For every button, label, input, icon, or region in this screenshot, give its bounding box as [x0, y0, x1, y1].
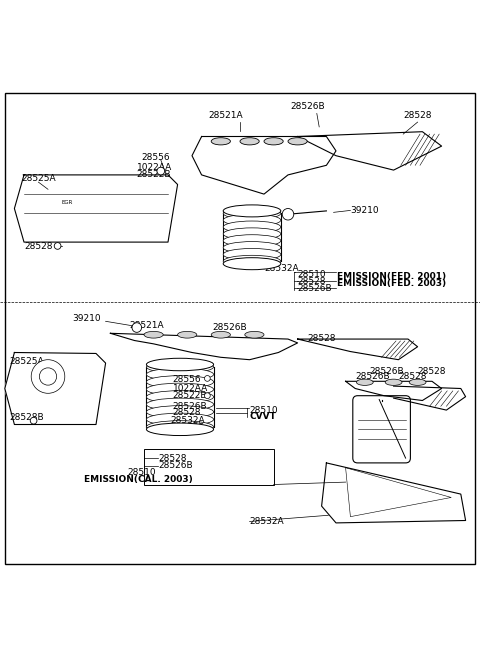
Polygon shape: [5, 353, 106, 424]
Ellipse shape: [240, 138, 259, 145]
Text: 28528: 28528: [403, 111, 432, 120]
Text: 28522B: 28522B: [173, 391, 207, 400]
Circle shape: [204, 393, 210, 399]
Text: 28510: 28510: [250, 405, 278, 415]
Ellipse shape: [223, 228, 281, 240]
Text: 28556: 28556: [142, 153, 170, 162]
Ellipse shape: [223, 214, 281, 226]
Circle shape: [157, 168, 165, 175]
Text: 28526B: 28526B: [173, 402, 207, 411]
Ellipse shape: [245, 331, 264, 338]
Text: 28526B: 28526B: [355, 372, 390, 381]
Text: 28521A: 28521A: [208, 111, 243, 120]
Text: 28528: 28528: [158, 453, 187, 463]
Text: EGR: EGR: [61, 200, 73, 205]
Text: 28532A: 28532A: [264, 265, 299, 273]
Ellipse shape: [264, 138, 283, 145]
Polygon shape: [322, 463, 466, 523]
Text: EMISSION(FED. 2001): EMISSION(FED. 2001): [337, 272, 446, 281]
Text: 28532A: 28532A: [250, 517, 284, 526]
Ellipse shape: [223, 221, 281, 233]
Circle shape: [204, 376, 210, 381]
Text: CVVT: CVVT: [250, 413, 276, 421]
Text: 28532F: 28532F: [170, 423, 204, 432]
Ellipse shape: [146, 420, 214, 433]
Text: 28510: 28510: [127, 468, 156, 477]
Ellipse shape: [385, 379, 402, 386]
Circle shape: [39, 368, 57, 385]
Ellipse shape: [356, 379, 373, 386]
Ellipse shape: [223, 256, 281, 267]
Text: EMISSION(FED. 2003): EMISSION(FED. 2003): [337, 279, 446, 288]
Polygon shape: [298, 339, 418, 359]
Text: 28521A: 28521A: [129, 321, 164, 330]
Text: 39210: 39210: [350, 206, 379, 215]
Ellipse shape: [211, 331, 230, 338]
Text: 28525A: 28525A: [10, 357, 44, 366]
Text: 28525A: 28525A: [21, 174, 56, 183]
Polygon shape: [346, 381, 442, 401]
Text: 28528: 28528: [418, 367, 446, 376]
Ellipse shape: [144, 331, 163, 338]
Ellipse shape: [288, 138, 307, 145]
Ellipse shape: [178, 331, 197, 338]
Ellipse shape: [146, 398, 214, 411]
Polygon shape: [110, 333, 298, 359]
Ellipse shape: [211, 138, 230, 145]
Ellipse shape: [146, 391, 214, 403]
Text: 28526B: 28526B: [370, 367, 404, 376]
Text: 28526B: 28526B: [290, 102, 324, 111]
Ellipse shape: [223, 248, 281, 260]
Text: 28526B: 28526B: [158, 461, 193, 470]
Ellipse shape: [146, 405, 214, 418]
Polygon shape: [394, 386, 466, 410]
Polygon shape: [14, 175, 178, 242]
Ellipse shape: [223, 235, 281, 247]
Text: 1022AA: 1022AA: [173, 384, 208, 393]
Ellipse shape: [146, 361, 214, 373]
Polygon shape: [192, 137, 336, 194]
Text: 28532A: 28532A: [170, 416, 205, 425]
Ellipse shape: [223, 242, 281, 254]
Text: EMISSION(CAL. 2003): EMISSION(CAL. 2003): [84, 475, 193, 484]
Text: 28528: 28528: [307, 334, 336, 342]
Bar: [144, 449, 274, 484]
Text: 39210: 39210: [72, 315, 101, 323]
Text: 28528: 28528: [173, 409, 201, 417]
Polygon shape: [298, 131, 442, 170]
FancyBboxPatch shape: [353, 396, 410, 463]
Circle shape: [282, 208, 294, 220]
Text: 28556: 28556: [173, 375, 202, 384]
Ellipse shape: [223, 258, 281, 270]
Text: 28526B: 28526B: [212, 323, 247, 332]
Text: 28528: 28528: [24, 242, 53, 252]
Text: 28528B: 28528B: [10, 413, 44, 422]
Circle shape: [132, 323, 142, 332]
Ellipse shape: [146, 376, 214, 388]
Circle shape: [31, 359, 65, 394]
Ellipse shape: [146, 413, 214, 426]
Ellipse shape: [223, 208, 281, 219]
Text: 28526B: 28526B: [298, 284, 332, 292]
Ellipse shape: [146, 358, 214, 371]
Ellipse shape: [223, 205, 281, 217]
Circle shape: [30, 417, 37, 424]
Ellipse shape: [146, 383, 214, 396]
Ellipse shape: [146, 423, 214, 436]
Text: 28528: 28528: [298, 277, 326, 286]
Ellipse shape: [409, 379, 426, 386]
Text: 28522B: 28522B: [137, 170, 171, 179]
Ellipse shape: [146, 368, 214, 380]
Text: 28528: 28528: [398, 372, 427, 381]
Text: 28510: 28510: [298, 270, 326, 279]
Text: 1022AA: 1022AA: [137, 163, 172, 171]
Circle shape: [54, 242, 61, 249]
